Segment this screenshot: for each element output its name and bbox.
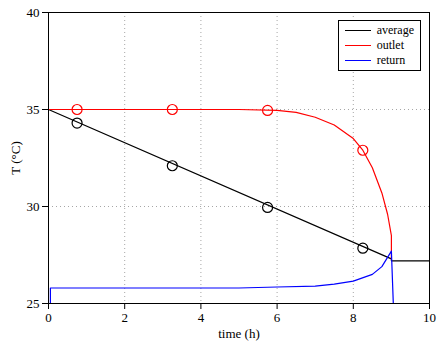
svg-text:10: 10 (423, 310, 436, 325)
svg-text:time (h): time (h) (218, 326, 260, 341)
svg-text:6: 6 (274, 310, 281, 325)
html-text:average: average (376, 23, 414, 37)
svg-text:T (°C): T (°C) (8, 141, 23, 174)
svg-text:40: 40 (27, 5, 40, 20)
svg-text:0: 0 (45, 310, 52, 325)
svg-text:8: 8 (350, 310, 357, 325)
svg-text:25: 25 (27, 296, 40, 311)
svg-text:2: 2 (121, 310, 128, 325)
svg-text:30: 30 (27, 199, 40, 214)
html-text:outlet: outlet (376, 38, 404, 52)
svg-text:4: 4 (198, 310, 205, 325)
svg-text:35: 35 (27, 102, 40, 117)
html-text:return: return (376, 53, 406, 67)
